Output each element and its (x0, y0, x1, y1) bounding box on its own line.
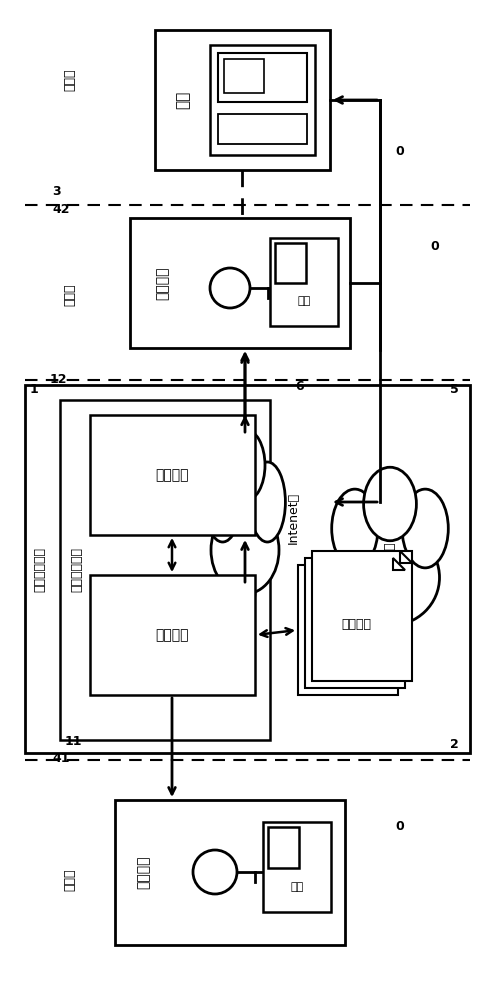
Bar (298, 565, 398, 695)
Text: 3: 3 (52, 185, 61, 198)
Bar (218, 114, 307, 144)
Text: 电表: 电表 (176, 91, 190, 109)
Text: 0: 0 (395, 145, 404, 158)
Bar (218, 53, 307, 102)
Text: 后台服务: 后台服务 (155, 628, 189, 642)
Polygon shape (400, 551, 412, 563)
Text: 42: 42 (52, 203, 69, 216)
Bar (270, 238, 338, 326)
Text: 6: 6 (295, 380, 304, 393)
Bar (115, 800, 345, 945)
Text: 0: 0 (395, 820, 404, 833)
Text: 智能合约: 智能合约 (341, 618, 371, 632)
Text: 购电侧: 购电侧 (63, 284, 76, 306)
Text: 钱包: 钱包 (254, 124, 269, 137)
Bar (130, 218, 350, 348)
Text: 区块链网络: 区块链网络 (383, 541, 396, 579)
Bar (312, 551, 412, 681)
Bar (25, 385, 470, 753)
Text: 11: 11 (65, 735, 82, 748)
Bar (275, 243, 306, 283)
Bar (155, 30, 330, 170)
Text: 5: 5 (450, 383, 459, 396)
Text: 售电公司: 售电公司 (136, 855, 150, 889)
Ellipse shape (225, 429, 265, 501)
Bar (268, 827, 299, 867)
Ellipse shape (211, 506, 279, 594)
Text: 41: 41 (52, 752, 69, 765)
Ellipse shape (364, 467, 417, 541)
Text: 前台应用: 前台应用 (155, 468, 189, 482)
Bar (210, 45, 315, 155)
Text: 2: 2 (450, 738, 459, 751)
Text: 售电侧: 售电侧 (63, 869, 76, 891)
Text: 用电用户: 用电用户 (155, 266, 169, 300)
Text: 1: 1 (30, 383, 39, 396)
Ellipse shape (249, 462, 285, 542)
Bar (60, 400, 270, 740)
Bar (224, 59, 264, 93)
Ellipse shape (402, 489, 448, 568)
Ellipse shape (378, 630, 402, 665)
Ellipse shape (204, 462, 241, 542)
Polygon shape (386, 565, 398, 577)
Text: 12: 12 (50, 373, 67, 386)
Text: 网络和服务层: 网络和服务层 (34, 546, 47, 591)
Text: 0: 0 (430, 240, 439, 253)
Text: 用电侧: 用电侧 (63, 69, 76, 91)
Text: 钱包: 钱包 (298, 296, 310, 306)
Ellipse shape (332, 489, 378, 568)
Text: Intenet网: Intenet网 (287, 492, 300, 544)
Text: 能源交易系统: 能源交易系统 (70, 548, 83, 592)
Text: 钱包: 钱包 (290, 882, 304, 892)
Polygon shape (393, 558, 405, 570)
Ellipse shape (340, 529, 439, 626)
Ellipse shape (235, 579, 255, 608)
Bar (90, 415, 255, 535)
Bar (263, 822, 331, 912)
Bar (305, 558, 405, 688)
Bar (90, 575, 255, 695)
